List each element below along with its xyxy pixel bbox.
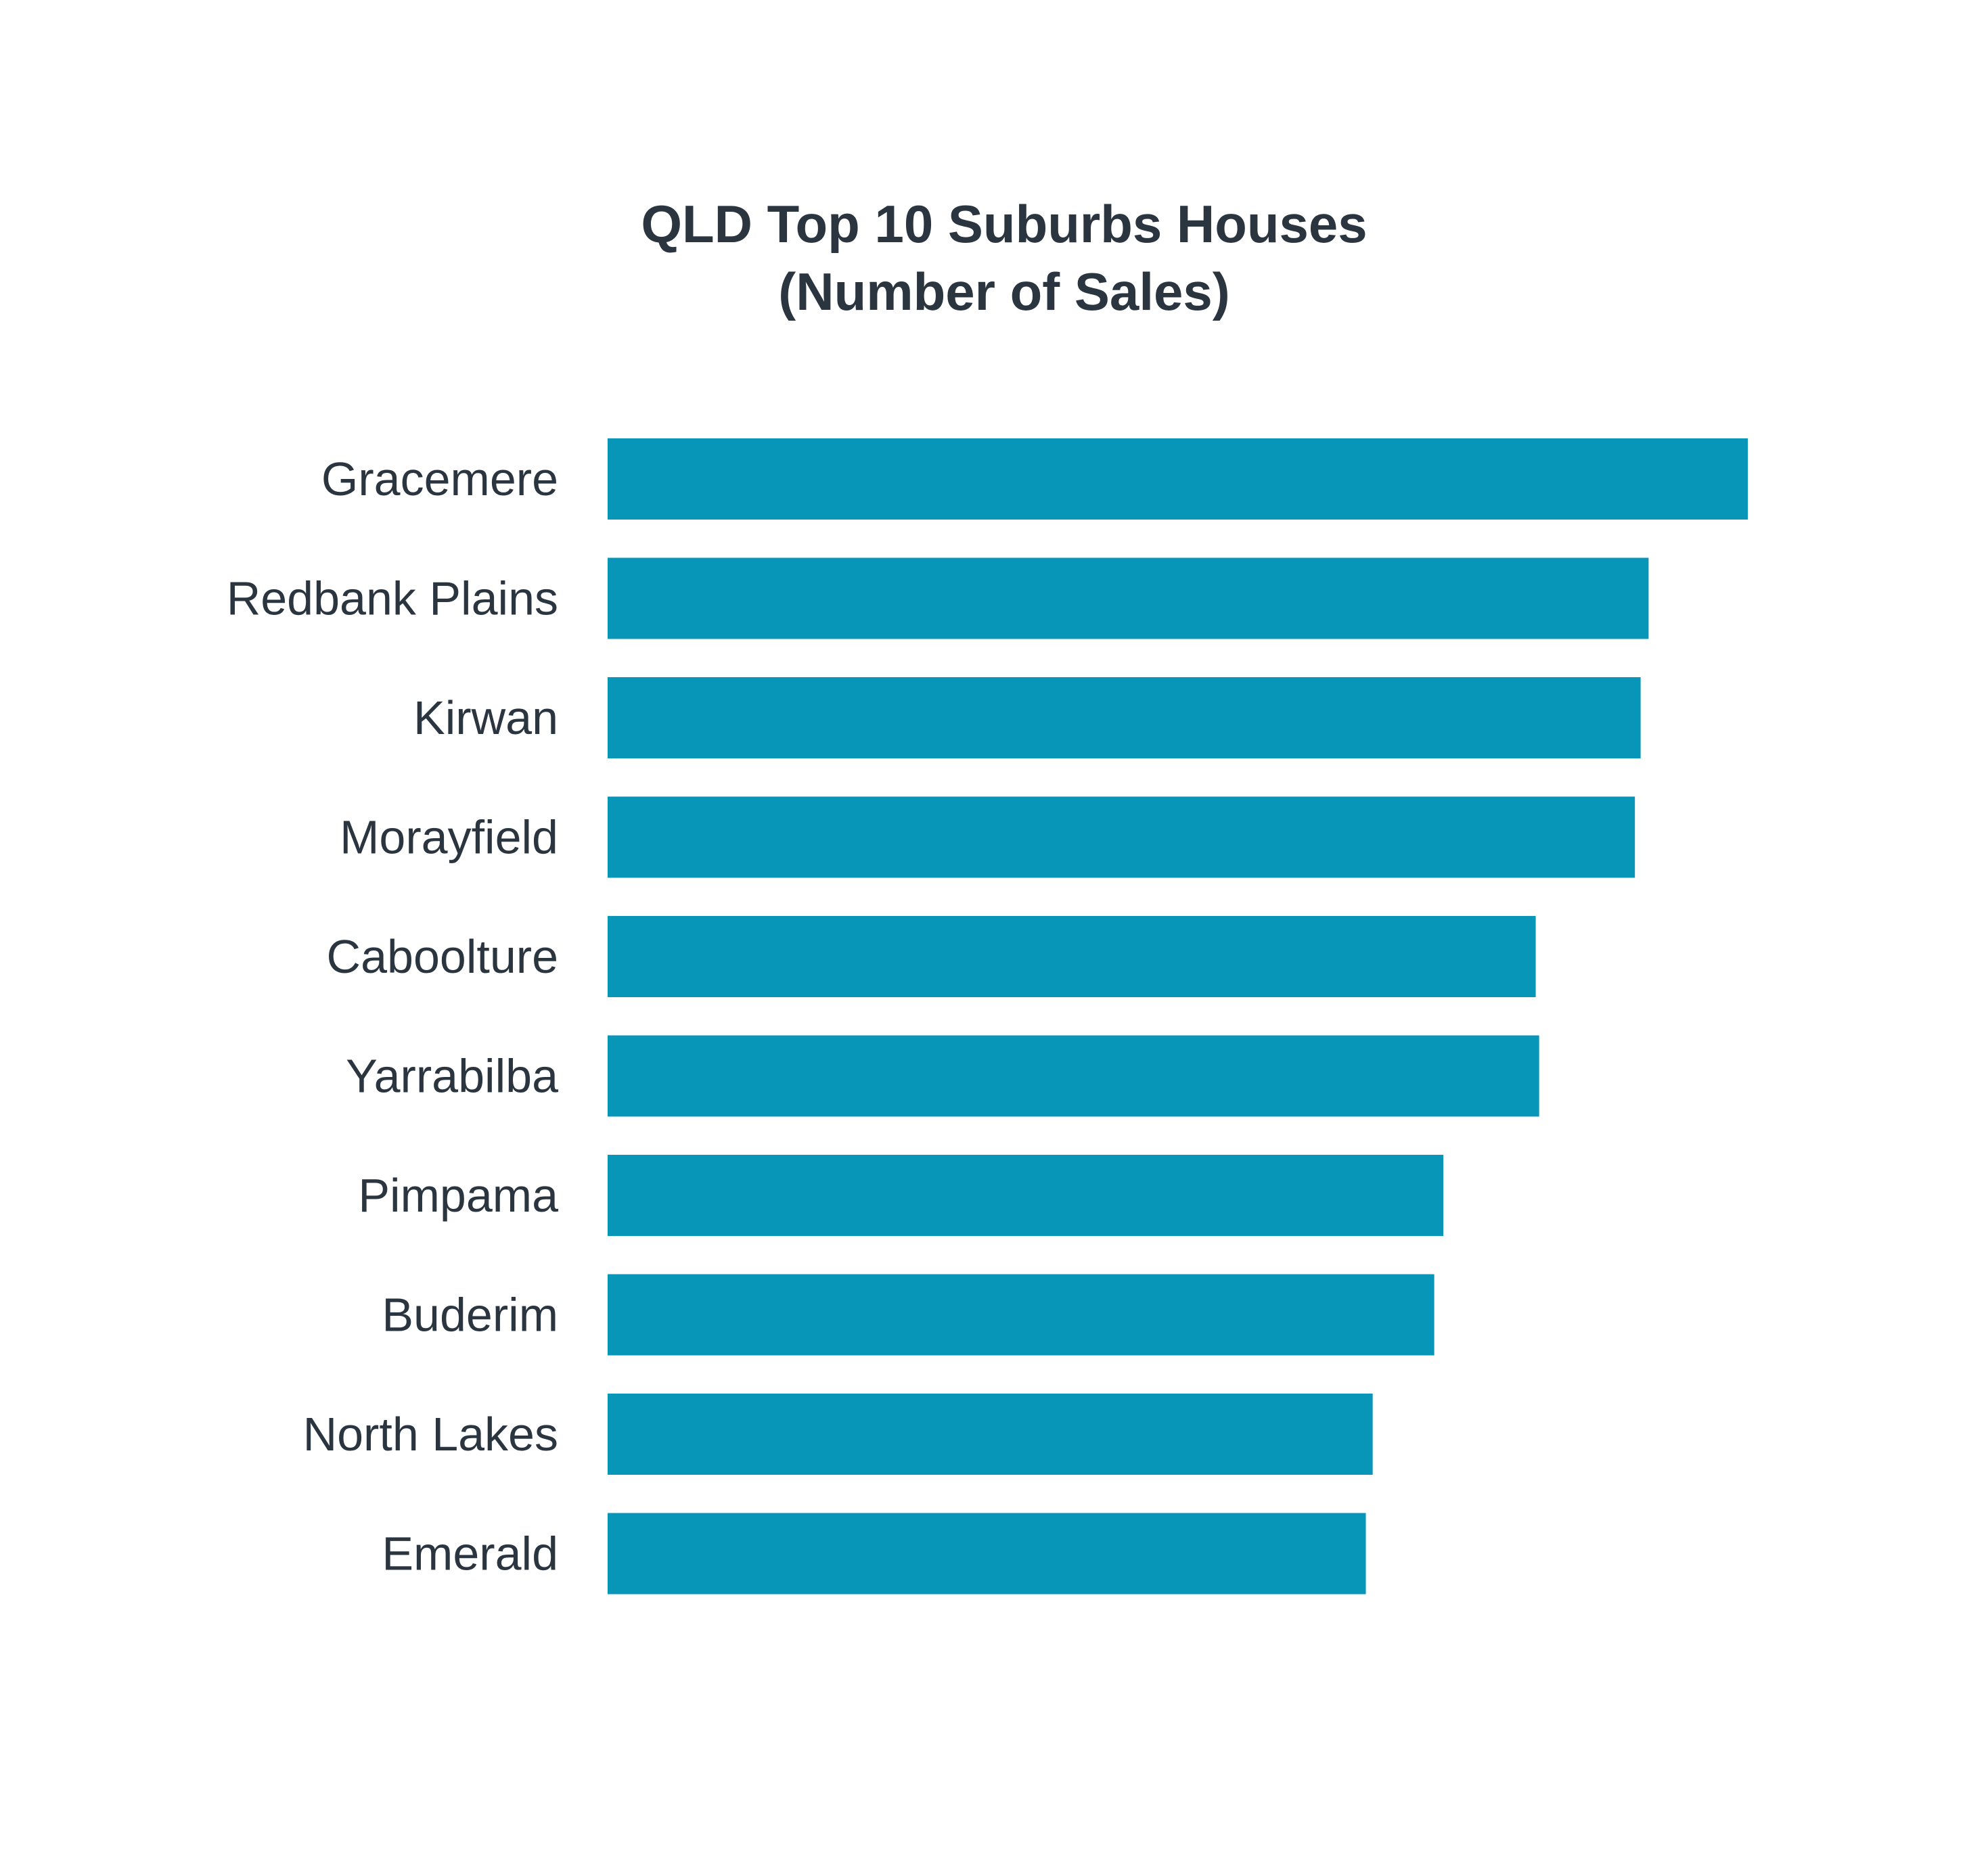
category-label: Pimpama (358, 1169, 558, 1222)
bar-yarrabilba (608, 1035, 1539, 1117)
category-label: Yarrabilba (346, 1050, 558, 1103)
bars-group (608, 438, 1748, 1595)
category-labels: Gracemere Redbank Plains Kirwan Morayfield C… (227, 453, 558, 1580)
bar-morayfield (608, 796, 1635, 878)
category-label: Redbank Plains (227, 572, 558, 625)
category-label: Buderim (382, 1289, 558, 1342)
category-label: North Lakes (303, 1408, 558, 1461)
chart-title: QLD Top 10 Suburbs Houses (641, 194, 1367, 254)
category-label: Gracemere (321, 453, 558, 505)
bar-emerald (608, 1513, 1366, 1595)
chart-subtitle: (Number of Sales) (778, 262, 1229, 321)
bar-pimpama (608, 1155, 1444, 1236)
bar-redbank-plains (608, 557, 1649, 639)
bar-gracemere (608, 438, 1748, 520)
bar-caboolture (608, 916, 1536, 997)
bar-north-lakes (608, 1394, 1373, 1475)
category-label: Kirwan (413, 691, 558, 744)
bar-buderim (608, 1274, 1434, 1356)
category-label: Morayfield (340, 811, 558, 864)
category-label: Caboolture (327, 930, 558, 983)
category-label: Emerald (382, 1528, 558, 1580)
bar-kirwan (608, 677, 1641, 758)
